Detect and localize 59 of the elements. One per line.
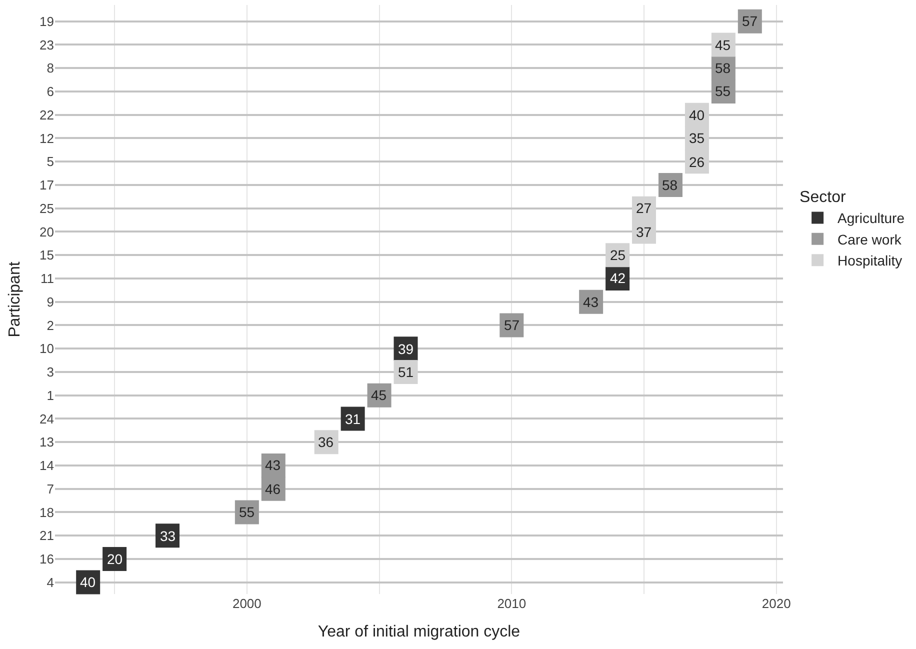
x-tick-label: 2010: [497, 596, 526, 611]
annotation: 57: [504, 317, 520, 333]
annotation: 58: [662, 177, 678, 193]
annotation: 55: [239, 504, 255, 520]
y-axis-title: Participant: [6, 261, 24, 338]
y-tick-label: 7: [46, 481, 54, 496]
annotation: 36: [318, 434, 334, 450]
annotation: 46: [265, 481, 281, 497]
y-tick-label: 21: [40, 528, 54, 544]
y-tick-label: 25: [40, 200, 54, 216]
y-tick-label: 14: [40, 458, 54, 473]
annotation: 58: [715, 60, 731, 76]
y-tick-label: 4: [46, 574, 54, 590]
annotation: 26: [689, 154, 705, 170]
y-tick-label: 24: [40, 411, 54, 426]
x-tick-label: 2020: [762, 596, 791, 611]
annotation: 43: [583, 294, 599, 310]
x-tick-label: 2000: [232, 596, 262, 611]
annotation: 37: [636, 224, 652, 240]
y-tick-label: 2: [46, 318, 54, 333]
annotation: 45: [371, 387, 387, 403]
annotation: 43: [265, 457, 281, 473]
annotation: 33: [160, 528, 176, 544]
legend-label: Agriculture: [838, 210, 905, 226]
annotation: 51: [398, 364, 414, 380]
y-tick-label: 20: [40, 224, 54, 240]
annotation: 27: [636, 200, 652, 216]
annotation: 55: [715, 83, 731, 99]
x-axis-title: Year of initial migration cycle: [318, 624, 520, 641]
y-tick-label: 1: [46, 388, 54, 403]
annotation: 40: [80, 574, 96, 590]
y-tick-label: 3: [46, 364, 54, 380]
y-tick-label: 16: [40, 551, 54, 566]
y-tick-label: 15: [40, 248, 54, 263]
y-tick-label: 19: [40, 14, 54, 29]
y-tick-label: 9: [46, 294, 54, 310]
annotation: 31: [345, 411, 361, 427]
annotation: 45: [715, 37, 731, 53]
y-tick-label: 17: [40, 178, 54, 193]
legend-label: Hospitality: [838, 252, 902, 269]
y-tick-label: 12: [40, 130, 54, 146]
y-tick-label: 5: [46, 154, 54, 170]
y-tick-label: 13: [40, 434, 54, 450]
y-tick-label: 11: [40, 271, 54, 286]
legend-title: Sector: [800, 189, 846, 206]
y-tick-label: 8: [46, 60, 54, 76]
annotation: 35: [689, 130, 705, 146]
y-tick-label: 23: [40, 37, 54, 52]
annotation: 40: [689, 107, 705, 123]
annotation: 42: [610, 270, 626, 286]
y-tick-label: 10: [40, 341, 54, 356]
annotation: 39: [398, 341, 414, 357]
legend-label: Care work: [838, 231, 902, 248]
y-tick-label: 22: [40, 107, 54, 122]
annotation: 20: [107, 551, 123, 567]
y-tick-label: 6: [46, 84, 54, 100]
annotation: 25: [610, 247, 626, 263]
y-tick-label: 18: [40, 504, 54, 520]
annotation: 57: [742, 13, 758, 29]
